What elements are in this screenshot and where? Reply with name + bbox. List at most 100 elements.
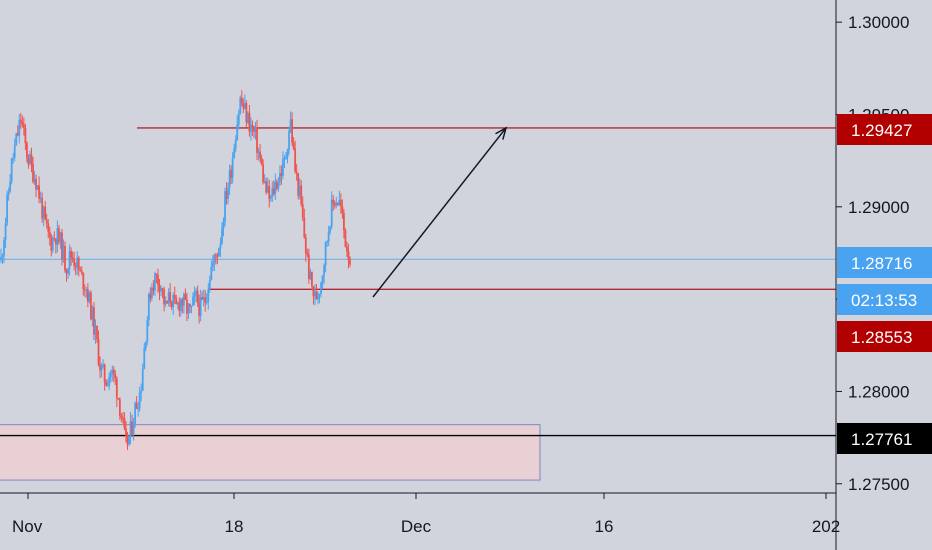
candle[interactable] — [266, 177, 269, 194]
candle[interactable] — [280, 165, 283, 186]
candle[interactable] — [301, 196, 304, 222]
candle[interactable] — [138, 386, 141, 412]
candle[interactable] — [97, 330, 100, 367]
price-tag[interactable]: 1.27761 — [837, 423, 932, 454]
candle[interactable] — [285, 152, 287, 160]
candle[interactable] — [230, 165, 233, 185]
candle[interactable] — [303, 208, 306, 239]
candle[interactable] — [283, 154, 286, 169]
candle[interactable] — [193, 286, 196, 306]
candle[interactable] — [176, 301, 179, 310]
candle[interactable] — [242, 98, 245, 114]
candle[interactable] — [73, 251, 76, 271]
candle[interactable] — [93, 301, 95, 340]
candle[interactable] — [26, 141, 28, 163]
candle[interactable] — [321, 275, 324, 289]
candle[interactable] — [108, 372, 111, 391]
candle[interactable] — [10, 157, 13, 185]
candle[interactable] — [291, 112, 293, 147]
candle[interactable] — [137, 401, 140, 417]
candle[interactable] — [253, 125, 255, 139]
candle[interactable] — [190, 305, 193, 314]
candle[interactable] — [39, 191, 42, 204]
candle[interactable] — [134, 401, 137, 428]
candle[interactable] — [68, 244, 71, 276]
candle[interactable] — [24, 123, 27, 150]
candle[interactable] — [294, 140, 297, 174]
candle[interactable] — [22, 117, 25, 136]
candle[interactable] — [112, 366, 115, 383]
candle[interactable] — [349, 256, 351, 268]
candle[interactable] — [155, 273, 158, 284]
candle[interactable] — [0, 248, 2, 264]
candle[interactable] — [329, 225, 332, 235]
candle[interactable] — [262, 159, 265, 185]
candle[interactable] — [140, 383, 143, 402]
candle[interactable] — [208, 275, 211, 293]
candle[interactable] — [77, 255, 80, 277]
candle[interactable] — [315, 284, 318, 300]
price-tag[interactable]: 1.28553 — [837, 321, 932, 352]
candle[interactable] — [157, 268, 159, 293]
candle[interactable] — [317, 291, 319, 305]
candle[interactable] — [76, 251, 79, 275]
candle[interactable] — [96, 325, 98, 343]
candle[interactable] — [336, 202, 339, 206]
candle[interactable] — [126, 431, 129, 450]
candle[interactable] — [309, 268, 312, 280]
candle[interactable] — [29, 150, 31, 166]
candle[interactable] — [44, 200, 47, 221]
candle[interactable] — [179, 298, 182, 317]
candle[interactable] — [123, 412, 126, 431]
candle[interactable] — [182, 291, 185, 314]
candle[interactable] — [132, 417, 135, 441]
candle[interactable] — [102, 359, 105, 369]
candle[interactable] — [74, 262, 77, 276]
candle[interactable] — [196, 285, 199, 307]
candle[interactable] — [245, 100, 248, 128]
candle[interactable] — [277, 177, 280, 192]
candle[interactable] — [282, 151, 284, 180]
candle[interactable] — [54, 238, 57, 254]
candle[interactable] — [135, 396, 138, 409]
candle[interactable] — [278, 165, 281, 186]
candle[interactable] — [169, 283, 172, 308]
candle[interactable] — [344, 228, 347, 248]
candle[interactable] — [53, 231, 56, 242]
candle[interactable] — [195, 287, 197, 303]
candle[interactable] — [70, 247, 73, 266]
candle[interactable] — [88, 290, 91, 304]
candle[interactable] — [275, 179, 278, 191]
price-tag[interactable]: 1.29427 — [837, 114, 932, 145]
candle[interactable] — [260, 154, 263, 166]
candle[interactable] — [231, 152, 234, 184]
candle[interactable] — [9, 173, 12, 193]
candle[interactable] — [269, 194, 272, 202]
candle[interactable] — [32, 156, 34, 184]
candle[interactable] — [214, 252, 217, 265]
candle[interactable] — [150, 283, 153, 301]
candle[interactable] — [254, 122, 257, 140]
candle[interactable] — [33, 171, 36, 186]
candle[interactable] — [268, 179, 271, 208]
candle[interactable] — [62, 239, 65, 263]
candle[interactable] — [170, 300, 173, 310]
candle[interactable] — [271, 181, 274, 203]
candle[interactable] — [178, 297, 181, 317]
candle[interactable] — [105, 379, 108, 387]
candle[interactable] — [263, 174, 266, 184]
candle[interactable] — [128, 435, 130, 447]
candle[interactable] — [85, 286, 88, 299]
candle[interactable] — [306, 248, 309, 258]
candle[interactable] — [12, 152, 15, 164]
candle[interactable] — [265, 177, 268, 195]
candle[interactable] — [333, 200, 336, 209]
candle[interactable] — [103, 363, 106, 391]
candle[interactable] — [106, 379, 109, 387]
candle[interactable] — [187, 302, 190, 319]
candle[interactable] — [224, 187, 226, 227]
candle[interactable] — [202, 289, 205, 307]
candle[interactable] — [65, 268, 68, 282]
candle[interactable] — [158, 278, 161, 301]
